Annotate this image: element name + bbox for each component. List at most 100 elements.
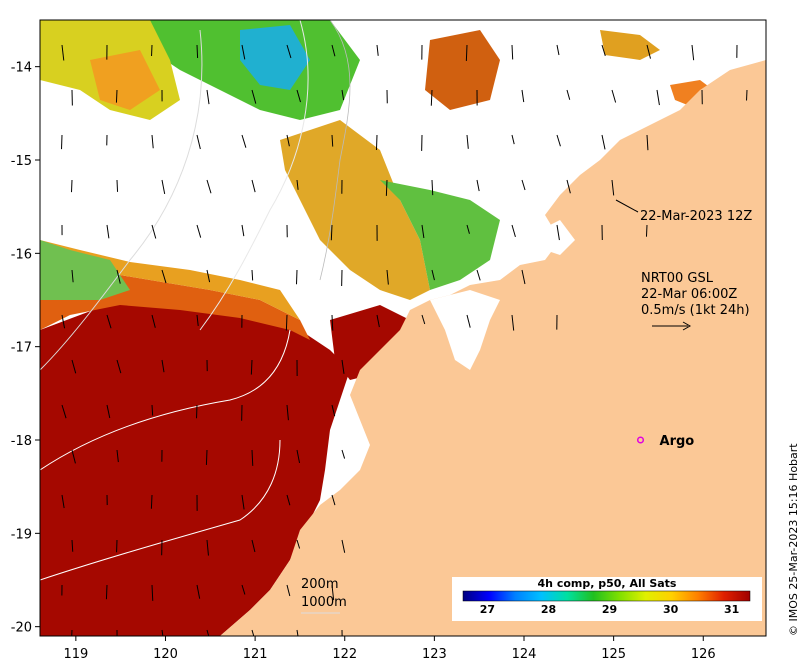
sst-hot-tongue: [330, 305, 410, 380]
current-vector: [161, 269, 167, 284]
current-vector: [646, 134, 649, 151]
current-vector: [151, 404, 154, 416]
current-vector: [71, 269, 74, 283]
contour-south-1: [40, 329, 291, 471]
current-vector: [431, 269, 435, 281]
current-vector: [296, 539, 301, 549]
current-vector: [341, 449, 346, 459]
current-vector: [286, 404, 289, 421]
current-vector: [116, 179, 119, 192]
inlet-king-sound: [430, 290, 500, 370]
current-vector: [286, 584, 291, 597]
current-vector: [206, 539, 209, 556]
current-vector: [466, 224, 470, 234]
y-tick-label: -17: [11, 341, 32, 356]
timestamp-leader: [615, 199, 639, 213]
current-vector: [331, 494, 336, 506]
current-vector: [196, 44, 199, 58]
colorbar-tick-label: 27: [480, 603, 495, 616]
current-vector: [71, 629, 73, 636]
land-mass: [220, 60, 766, 636]
current-vector: [511, 134, 515, 145]
sst-ne-patch: [425, 30, 500, 110]
colorbar-tick-label: 30: [663, 603, 679, 616]
plot-frame: [39, 19, 767, 637]
current-vector: [331, 314, 334, 331]
current-vector: [431, 179, 434, 196]
inlet-coast-2: [540, 220, 575, 255]
current-vector: [476, 179, 480, 192]
argo-label: Argo: [660, 434, 695, 449]
current-vector: [611, 179, 615, 196]
sst-orange-north: [90, 50, 160, 110]
x-tick-label: 126: [691, 647, 716, 662]
current-vector: [296, 629, 299, 636]
y-tick-label: -16: [11, 247, 32, 262]
current-vector: [341, 539, 346, 553]
current-vector: [375, 134, 378, 150]
contour-label-200m: 200m: [301, 577, 338, 592]
sst-central-green: [380, 180, 500, 290]
current-vector: [376, 314, 380, 328]
current-vector: [691, 44, 695, 61]
current-vector: [251, 269, 254, 281]
y-tick-label: -20: [11, 621, 32, 636]
contour-coast: [319, 20, 351, 281]
current-vector: [296, 89, 301, 103]
current-vector: [296, 449, 301, 464]
current-vector: [511, 44, 514, 60]
x-tick-label: 124: [512, 647, 537, 662]
current-vector: [331, 584, 335, 601]
current-vector: [151, 224, 157, 239]
contour-label-1000m: 1000m: [301, 595, 347, 610]
current-vector: [206, 179, 212, 194]
current-vector: [331, 134, 334, 147]
colorbar-tick-label: 31: [724, 603, 739, 616]
current-vector: [385, 179, 388, 196]
x-tick-label: 122: [332, 647, 357, 662]
current-vector: [376, 44, 379, 56]
current-vector: [466, 314, 471, 328]
current-vector: [511, 314, 515, 331]
current-vector: [196, 314, 199, 326]
current-vector: [386, 269, 389, 285]
current-vector: [566, 179, 571, 194]
current-vector: [601, 44, 606, 57]
current-vector: [295, 269, 298, 285]
current-vector: [521, 89, 525, 103]
current-vector: [161, 179, 166, 195]
y-tick-label: -15: [11, 154, 32, 169]
colorbar: 4h comp, p50, All Sats 27 28 29 30 31: [452, 577, 762, 621]
current-vector: [476, 269, 481, 281]
colorbar-ticks: 27 28 29 30 31: [480, 603, 740, 616]
x-tick-label: 121: [243, 647, 268, 662]
current-vector: [251, 449, 254, 466]
contour-south-2: [40, 439, 281, 581]
current-vector: [161, 629, 164, 636]
current-vector: [421, 224, 425, 239]
y-tick-label: -14: [11, 61, 32, 76]
current-vector: [106, 314, 112, 329]
current-vector: [330, 224, 333, 241]
current-vector: [71, 449, 76, 464]
current-vector: [115, 89, 118, 103]
current-vector: [611, 89, 617, 103]
current-vector: [421, 314, 426, 325]
contour-200m: [40, 29, 203, 371]
imos-credit: © IMOS 25-Mar-2023 15:16 Hobart: [787, 443, 800, 636]
current-vector: [151, 134, 154, 149]
current-vector: [61, 494, 65, 509]
x-axis: 119 120 121 122 123 124 125 126: [63, 636, 716, 662]
current-vector: [150, 494, 153, 509]
colorbar-bar: [462, 590, 751, 602]
current-vector: [331, 404, 336, 417]
colorbar-title: 4h comp, p50, All Sats: [538, 577, 677, 590]
current-time: 22-Mar 06:00Z: [641, 287, 737, 302]
current-vector: [116, 449, 119, 463]
current-vector: [566, 89, 571, 100]
current-vector: [601, 134, 606, 150]
current-vector: [241, 584, 246, 595]
current-vector: [331, 44, 336, 57]
x-tick-label: 119: [63, 647, 88, 662]
